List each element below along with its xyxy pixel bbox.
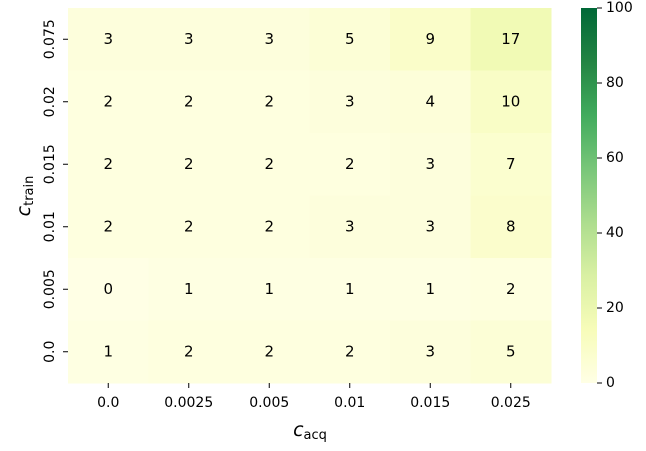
cell-label: 2 [345, 342, 355, 360]
cell-label: 0 [103, 280, 113, 298]
x-tick-label: 0.0025 [164, 395, 213, 411]
y-tick-label: 0.01 [42, 211, 58, 242]
cell-label: 2 [184, 92, 194, 110]
colorbar-tick-label: 80 [606, 75, 624, 91]
heatmap-cell [309, 8, 391, 71]
cell-label: 3 [264, 30, 274, 48]
y-axis-label: ctrain [13, 176, 37, 217]
colorbar-tick-label: 40 [606, 225, 624, 241]
cell-label: 2 [506, 280, 516, 298]
heatmap-cell [229, 195, 310, 259]
heatmap-cell [68, 133, 149, 196]
heatmap-cell [68, 320, 149, 384]
cell-label: 3 [425, 155, 435, 173]
heatmap-cell [470, 70, 552, 134]
cell-label: 2 [103, 92, 113, 110]
heatmap-cell [470, 258, 552, 321]
cell-label: 1 [264, 280, 274, 298]
heatmap-cell [390, 133, 471, 196]
cell-label: 1 [184, 280, 194, 298]
cell-label: 2 [184, 342, 194, 360]
y-tick-label: 0.0 [42, 341, 58, 363]
heatmap-cell [148, 320, 230, 384]
x-axis-label: cacq [293, 419, 327, 443]
x-tick-label: 0.025 [491, 395, 531, 411]
heatmap-cell [68, 8, 149, 71]
x-tick-label: 0.015 [410, 395, 450, 411]
x-tick-label: 0.005 [249, 395, 289, 411]
cell-label: 1 [103, 342, 113, 360]
cell-label: 3 [425, 217, 435, 235]
y-tick-label: 0.02 [42, 86, 58, 117]
x-label-sub: acq [304, 428, 327, 443]
heatmap-cell [470, 195, 552, 259]
heatmap-cell [148, 133, 230, 196]
heatmap-cell [470, 8, 552, 71]
cell-label: 3 [345, 92, 355, 110]
cell-label: 2 [264, 155, 274, 173]
x-tick-label: 0.01 [334, 395, 365, 411]
heatmap-cell [309, 195, 391, 259]
cell-label: 17 [501, 30, 520, 48]
x-label-main: c [293, 419, 304, 441]
heatmap-cell [229, 258, 310, 321]
heatmap-cell [68, 70, 149, 134]
cell-label: 4 [425, 92, 435, 110]
heatmap-cell [309, 133, 391, 196]
heatmap-cell [148, 8, 230, 71]
y-label-sub: train [22, 176, 37, 206]
heatmap-cell [148, 70, 230, 134]
heatmap-cell [229, 70, 310, 134]
colorbar-tick-label: 0 [606, 375, 615, 391]
cell-label: 7 [506, 155, 516, 173]
cell-label: 3 [184, 30, 194, 48]
heatmap-cell [68, 195, 149, 259]
heatmap-cell [470, 320, 552, 384]
cell-label: 1 [345, 280, 355, 298]
cell-label: 2 [103, 155, 113, 173]
heatmap-cell [229, 133, 310, 196]
cell-label: 2 [184, 155, 194, 173]
cell-label: 2 [264, 217, 274, 235]
colorbar-tick-label: 100 [606, 0, 633, 16]
cell-label: 2 [264, 342, 274, 360]
heatmap-cell [148, 258, 230, 321]
cell-label: 2 [103, 217, 113, 235]
y-tick-label: 0.015 [42, 144, 58, 184]
colorbar-tick-label: 20 [606, 300, 624, 316]
colorbar [581, 8, 597, 383]
cell-label: 2 [184, 217, 194, 235]
cell-label: 9 [425, 30, 435, 48]
cell-label: 8 [506, 217, 516, 235]
heatmap-cell [390, 70, 471, 134]
heatmap-cell [390, 320, 471, 384]
y-tick-label: 0.075 [42, 19, 58, 59]
cell-label: 2 [264, 92, 274, 110]
cell-label: 2 [345, 155, 355, 173]
heatmap-cell [309, 320, 391, 384]
colorbar-tick-label: 60 [606, 150, 624, 166]
x-tick-label: 0.0 [97, 395, 119, 411]
y-label-main: c [13, 205, 35, 216]
cell-label: 3 [425, 342, 435, 360]
heatmap-cell [309, 258, 391, 321]
heatmap-cell [390, 8, 471, 71]
cell-label: 1 [425, 280, 435, 298]
y-tick-label: 0.005 [42, 269, 58, 309]
heatmap-cell [148, 195, 230, 259]
heatmap-cell [68, 258, 149, 321]
cell-label: 10 [501, 92, 520, 110]
heatmap-cell [229, 320, 310, 384]
cell-label: 5 [345, 30, 355, 48]
heatmap-cell [229, 8, 310, 71]
cell-label: 3 [103, 30, 113, 48]
heatmap-cell [470, 133, 552, 196]
heatmap-cell [390, 258, 471, 321]
heatmap-cell [390, 195, 471, 259]
cell-label: 3 [345, 217, 355, 235]
heatmap-cell [309, 70, 391, 134]
cell-label: 5 [506, 342, 516, 360]
